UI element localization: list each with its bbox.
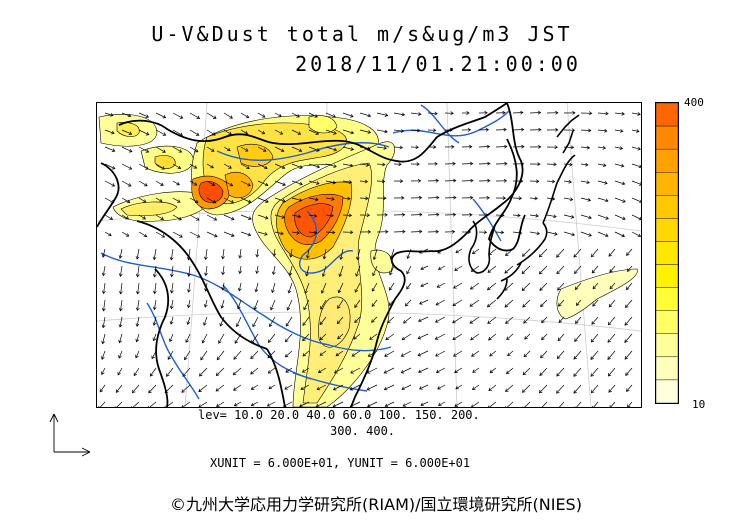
colorbar-swatch xyxy=(656,218,678,242)
color-scale-bar xyxy=(655,102,679,404)
colorbar-swatch xyxy=(656,148,678,173)
colorbar-swatch xyxy=(656,333,678,358)
colorbar-min-label: 10 xyxy=(692,398,706,411)
chart-title-datetime: 2018/11/01.21:00:00 xyxy=(295,52,581,76)
dust-wind-map xyxy=(96,102,642,408)
colorbar-swatch xyxy=(656,379,678,403)
colorbar-swatch xyxy=(656,287,678,311)
contour-levels-line2: 300. 400. xyxy=(330,424,396,438)
colorbar-swatch xyxy=(656,125,678,150)
wind-vectors xyxy=(98,110,641,407)
colorbar-swatch xyxy=(656,172,678,196)
vector-units: XUNIT = 6.000E+01, YUNIT = 6.000E+01 xyxy=(210,456,471,470)
map-canvas xyxy=(97,103,641,407)
chart-title-variable: U-V&Dust total m/s&ug/m3 JST xyxy=(151,22,573,46)
xy-axes-icon xyxy=(49,413,91,457)
japan-islands xyxy=(496,114,580,300)
colorbar-swatch xyxy=(656,241,678,265)
copyright-credit: ©九州大学応用力学研究所(RIAM)/国立環境研究所(NIES) xyxy=(170,495,582,514)
contour-levels-line1: lev= 10.0 20.0 40.0 60.0 100. 150. 200. xyxy=(198,408,480,422)
colorbar-swatch xyxy=(656,310,678,334)
colorbar-swatch xyxy=(656,264,678,288)
colorbar-max-label: 400 xyxy=(684,96,704,109)
colorbar-swatch xyxy=(656,195,678,219)
colorbar-swatch xyxy=(656,356,678,381)
rivers xyxy=(100,104,510,400)
colorbar-swatch xyxy=(656,103,678,127)
korea-peninsula xyxy=(468,220,496,274)
